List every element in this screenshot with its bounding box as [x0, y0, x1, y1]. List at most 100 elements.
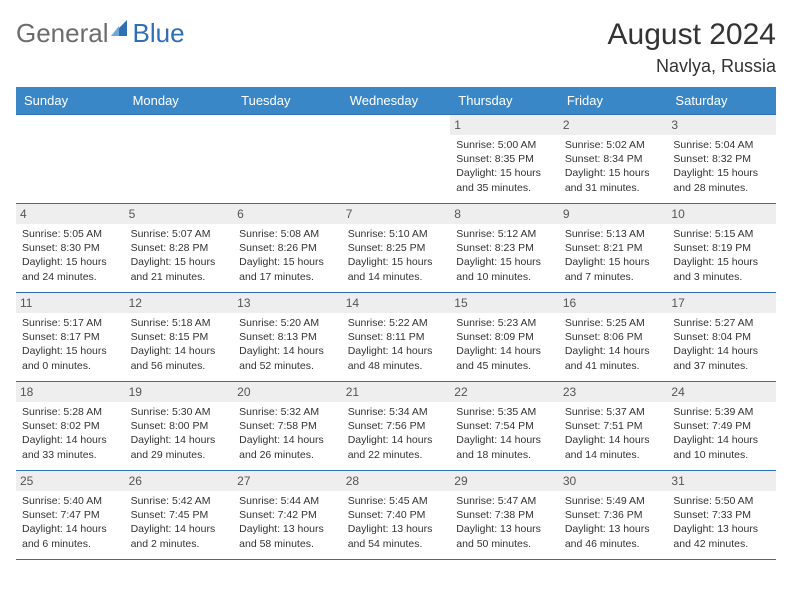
day-info: Sunrise: 5:35 AMSunset: 7:54 PMDaylight:… [456, 405, 553, 462]
sunrise-text: Sunrise: 5:40 AM [22, 494, 119, 508]
calendar-day: 28Sunrise: 5:45 AMSunset: 7:40 PMDayligh… [342, 471, 451, 559]
day-number: 9 [559, 204, 668, 224]
daylight-line1: Daylight: 15 hours [22, 255, 119, 269]
sunrise-text: Sunrise: 5:20 AM [239, 316, 336, 330]
calendar-day: 24Sunrise: 5:39 AMSunset: 7:49 PMDayligh… [667, 382, 776, 470]
day-info: Sunrise: 5:42 AMSunset: 7:45 PMDaylight:… [131, 494, 228, 551]
sunset-text: Sunset: 8:00 PM [131, 419, 228, 433]
daylight-line2: and 18 minutes. [456, 448, 553, 462]
sunset-text: Sunset: 7:54 PM [456, 419, 553, 433]
daylight-line2: and 54 minutes. [348, 537, 445, 551]
day-info: Sunrise: 5:45 AMSunset: 7:40 PMDaylight:… [348, 494, 445, 551]
daylight-line1: Daylight: 15 hours [565, 166, 662, 180]
daylight-line2: and 17 minutes. [239, 270, 336, 284]
daylight-line2: and 52 minutes. [239, 359, 336, 373]
sunrise-text: Sunrise: 5:10 AM [348, 227, 445, 241]
weekday-sun: Sunday [16, 87, 125, 114]
day-info: Sunrise: 5:49 AMSunset: 7:36 PMDaylight:… [565, 494, 662, 551]
sunset-text: Sunset: 8:23 PM [456, 241, 553, 255]
day-info: Sunrise: 5:34 AMSunset: 7:56 PMDaylight:… [348, 405, 445, 462]
calendar-day: 1Sunrise: 5:00 AMSunset: 8:35 PMDaylight… [450, 115, 559, 203]
calendar-day: 6Sunrise: 5:08 AMSunset: 8:26 PMDaylight… [233, 204, 342, 292]
day-info: Sunrise: 5:37 AMSunset: 7:51 PMDaylight:… [565, 405, 662, 462]
day-number: 7 [342, 204, 451, 224]
day-number: 25 [16, 471, 125, 491]
day-number: 4 [16, 204, 125, 224]
day-info: Sunrise: 5:00 AMSunset: 8:35 PMDaylight:… [456, 138, 553, 195]
sunrise-text: Sunrise: 5:34 AM [348, 405, 445, 419]
daylight-line2: and 37 minutes. [673, 359, 770, 373]
daylight-line2: and 3 minutes. [673, 270, 770, 284]
logo: General Blue [16, 18, 185, 49]
daylight-line2: and 6 minutes. [22, 537, 119, 551]
calendar-day: 11Sunrise: 5:17 AMSunset: 8:17 PMDayligh… [16, 293, 125, 381]
calendar-day: 2 Sunrise: 5:02 AMSunset: 8:34 PMDaylight… [559, 115, 668, 203]
daylight-line2: and 28 minutes. [673, 181, 770, 195]
sunrise-text: Sunrise: 5:17 AM [22, 316, 119, 330]
day-info: Sunrise: 5:13 AMSunset: 8:21 PMDaylight:… [565, 227, 662, 284]
day-number: 2 [559, 115, 668, 135]
sunset-text: Sunset: 8:35 PM [456, 152, 553, 166]
sunrise-text: Sunrise: 5:35 AM [456, 405, 553, 419]
day-info: Sunrise: 5:40 AMSunset: 7:47 PMDaylight:… [22, 494, 119, 551]
day-info: Sunrise: 5:47 AMSunset: 7:38 PMDaylight:… [456, 494, 553, 551]
day-number: 19 [125, 382, 234, 402]
daylight-line1: Daylight: 15 hours [673, 166, 770, 180]
day-info: Sunrise: 5:44 AMSunset: 7:42 PMDaylight:… [239, 494, 336, 551]
sunset-text: Sunset: 8:02 PM [22, 419, 119, 433]
sunset-text: Sunset: 7:49 PM [673, 419, 770, 433]
sunset-text: Sunset: 8:28 PM [131, 241, 228, 255]
sunset-text: Sunset: 8:09 PM [456, 330, 553, 344]
sunrise-text: Sunrise: 5:07 AM [131, 227, 228, 241]
daylight-line2: and 10 minutes. [456, 270, 553, 284]
sunset-text: Sunset: 7:58 PM [239, 419, 336, 433]
calendar-week: 4Sunrise: 5:05 AMSunset: 8:30 PMDaylight… [16, 204, 776, 293]
daylight-line2: and 41 minutes. [565, 359, 662, 373]
day-number: 22 [450, 382, 559, 402]
calendar-page: General Blue August 2024 Navlya, Russia … [0, 0, 792, 612]
day-info: Sunrise: 5:02 AMSunset: 8:34 PMDaylight:… [565, 138, 662, 195]
daylight-line2: and 33 minutes. [22, 448, 119, 462]
weekday-thu: Thursday [450, 87, 559, 114]
calendar-day: 5Sunrise: 5:07 AMSunset: 8:28 PMDaylight… [125, 204, 234, 292]
daylight-line2: and 42 minutes. [673, 537, 770, 551]
calendar-day: 30 Sunrise: 5:49 AMSunset: 7:36 PMDayligh… [559, 471, 668, 559]
day-info: Sunrise: 5:25 AMSunset: 8:06 PMDaylight:… [565, 316, 662, 373]
calendar-day: 15Sunrise: 5:23 AMSunset: 8:09 PMDayligh… [450, 293, 559, 381]
daylight-line1: Daylight: 14 hours [348, 344, 445, 358]
day-info: Sunrise: 5:39 AMSunset: 7:49 PMDaylight:… [673, 405, 770, 462]
calendar-day: 10Sunrise: 5:15 AMSunset: 8:19 PMDayligh… [667, 204, 776, 292]
day-info: Sunrise: 5:30 AMSunset: 8:00 PMDaylight:… [131, 405, 228, 462]
calendar-day: 17Sunrise: 5:27 AMSunset: 8:04 PMDayligh… [667, 293, 776, 381]
day-number: 30 [559, 471, 668, 491]
daylight-line1: Daylight: 15 hours [348, 255, 445, 269]
sunrise-text: Sunrise: 5:44 AM [239, 494, 336, 508]
daylight-line2: and 2 minutes. [131, 537, 228, 551]
day-number: 15 [450, 293, 559, 313]
sunset-text: Sunset: 8:21 PM [565, 241, 662, 255]
day-number: 8 [450, 204, 559, 224]
sunrise-text: Sunrise: 5:47 AM [456, 494, 553, 508]
weekday-tue: Tuesday [233, 87, 342, 114]
sunrise-text: Sunrise: 5:27 AM [673, 316, 770, 330]
daylight-line1: Daylight: 14 hours [565, 433, 662, 447]
calendar-day: 22 Sunrise: 5:35 AMSunset: 7:54 PMDayligh… [450, 382, 559, 470]
day-number: 16 [559, 293, 668, 313]
day-number: 13 [233, 293, 342, 313]
daylight-line2: and 24 minutes. [22, 270, 119, 284]
daylight-line2: and 10 minutes. [673, 448, 770, 462]
sunrise-text: Sunrise: 5:22 AM [348, 316, 445, 330]
day-number: 6 [233, 204, 342, 224]
calendar-day: 3Sunrise: 5:04 AMSunset: 8:32 PMDaylight… [667, 115, 776, 203]
daylight-line2: and 35 minutes. [456, 181, 553, 195]
daylight-line2: and 21 minutes. [131, 270, 228, 284]
weekday-sat: Saturday [667, 87, 776, 114]
daylight-line1: Daylight: 13 hours [456, 522, 553, 536]
sunrise-text: Sunrise: 5:50 AM [673, 494, 770, 508]
daylight-line1: Daylight: 15 hours [131, 255, 228, 269]
day-info: Sunrise: 5:07 AMSunset: 8:28 PMDaylight:… [131, 227, 228, 284]
sunset-text: Sunset: 7:51 PM [565, 419, 662, 433]
header: General Blue August 2024 Navlya, Russia [16, 18, 776, 77]
day-info: Sunrise: 5:18 AMSunset: 8:15 PMDaylight:… [131, 316, 228, 373]
day-info: Sunrise: 5:12 AMSunset: 8:23 PMDaylight:… [456, 227, 553, 284]
